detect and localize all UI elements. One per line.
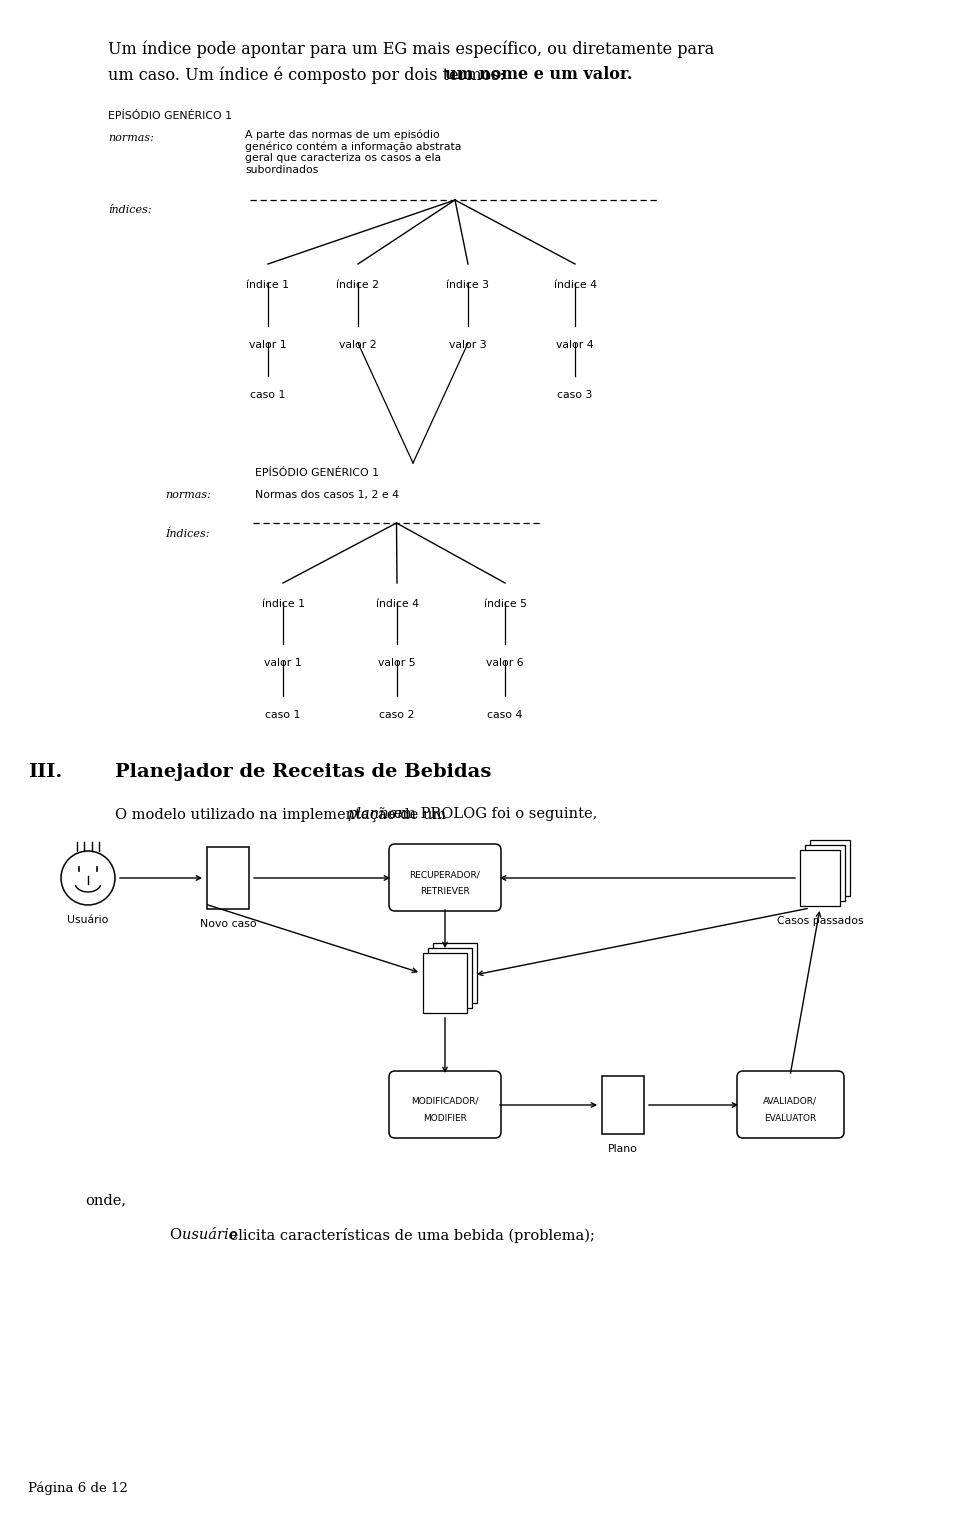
Bar [207, 847, 249, 909]
Text: índice 5: índice 5 [484, 599, 526, 609]
Text: índice 2: índice 2 [337, 280, 379, 289]
Text: Um índice pode apontar para um EG mais específico, ou diretamente para: Um índice pode apontar para um EG mais e… [108, 40, 714, 58]
Bar [433, 943, 477, 1004]
Text: um caso. Um índice é composto por dois termos:: um caso. Um índice é composto por dois t… [108, 65, 510, 84]
Text: valor 1: valor 1 [264, 658, 301, 669]
Text: RECUPERADOR/: RECUPERADOR/ [410, 870, 480, 879]
Text: valor 3: valor 3 [449, 340, 487, 350]
Text: Normas dos casos 1, 2 e 4: Normas dos casos 1, 2 e 4 [255, 490, 399, 500]
Bar [805, 845, 845, 902]
Text: caso 2: caso 2 [379, 710, 415, 720]
Text: EPÍSÓDIO GENÉRICO 1: EPÍSÓDIO GENÉRICO 1 [255, 468, 379, 478]
Text: EVALUATOR: EVALUATOR [764, 1113, 816, 1122]
Text: valor 5: valor 5 [378, 658, 416, 669]
Text: Índices:: Índices: [165, 528, 209, 539]
Text: caso 3: caso 3 [558, 390, 592, 401]
Text: um nome e um valor.: um nome e um valor. [445, 65, 633, 82]
Text: caso 1: caso 1 [265, 710, 300, 720]
Text: A parte das normas de um episódio
genérico contém a informação abstrata
geral qu: A parte das normas de um episódio genéri… [245, 129, 462, 175]
Text: valor 4: valor 4 [556, 340, 594, 350]
Text: normas:: normas: [108, 133, 154, 143]
Bar [428, 947, 472, 1008]
Text: Plano: Plano [608, 1144, 638, 1154]
Text: MODIFIER: MODIFIER [423, 1113, 467, 1122]
Text: índice 1: índice 1 [247, 280, 290, 289]
Text: valor 6: valor 6 [486, 658, 524, 669]
Text: índices:: índices: [108, 206, 152, 215]
Text: Novo caso: Novo caso [200, 918, 256, 929]
Text: AVALIADOR/: AVALIADOR/ [763, 1097, 817, 1106]
Text: valor 1: valor 1 [250, 340, 287, 350]
Text: Usuário: Usuário [67, 915, 108, 924]
Text: Página 6 de 12: Página 6 de 12 [28, 1482, 128, 1496]
Text: onde,: onde, [85, 1193, 126, 1208]
Text: índice 4: índice 4 [375, 599, 419, 609]
Text: normas:: normas: [165, 490, 211, 500]
Text: em PROLOG foi o seguinte,: em PROLOG foi o seguinte, [389, 807, 597, 821]
Text: EPÍSÓDIO GENÉRICO 1: EPÍSÓDIO GENÉRICO 1 [108, 111, 232, 120]
Text: caso 4: caso 4 [488, 710, 522, 720]
Text: planner: planner [347, 807, 404, 821]
Text: Casos passados: Casos passados [777, 915, 863, 926]
Bar [800, 850, 840, 906]
Text: caso 1: caso 1 [251, 390, 286, 401]
Bar [810, 841, 850, 896]
Bar [423, 953, 467, 1013]
Text: índice 4: índice 4 [554, 280, 596, 289]
Text: índice 3: índice 3 [446, 280, 490, 289]
Text: elicita características de uma bebida (problema);: elicita características de uma bebida (p… [225, 1228, 595, 1243]
Text: O: O [170, 1228, 187, 1241]
Text: Planejador de Receitas de Bebidas: Planejador de Receitas de Bebidas [115, 763, 492, 781]
Text: usuário: usuário [182, 1228, 237, 1241]
Text: MODIFICADOR/: MODIFICADOR/ [411, 1097, 479, 1106]
Text: índice 1: índice 1 [261, 599, 304, 609]
Text: RETRIEVER: RETRIEVER [420, 886, 469, 896]
Text: III.: III. [28, 763, 62, 781]
Bar [602, 1077, 644, 1135]
Text: valor 2: valor 2 [339, 340, 377, 350]
Text: O modelo utilizado na implementação de um: O modelo utilizado na implementação de u… [115, 807, 451, 822]
